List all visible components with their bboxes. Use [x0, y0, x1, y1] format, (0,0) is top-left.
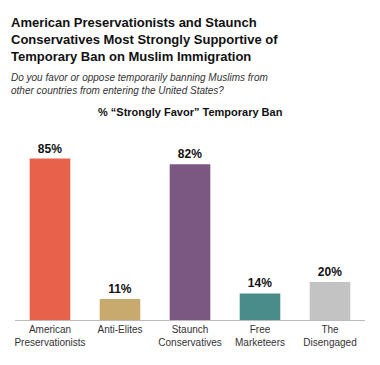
svg-text:AmericanPreservationists: AmericanPreservationists — [14, 324, 85, 348]
svg-text:FreeMarketeers: FreeMarketeers — [235, 324, 285, 348]
svg-text:% “Strongly Favor” Temporary B: % “Strongly Favor” Temporary Ban — [98, 106, 283, 118]
svg-text:14%: 14% — [248, 276, 272, 290]
svg-text:American Preservationists and: American Preservationists and StaunchCon… — [11, 15, 278, 64]
svg-text:82%: 82% — [178, 147, 202, 161]
svg-text:Anti-Elites: Anti-Elites — [97, 324, 142, 335]
svg-text:StaunchConservatives: StaunchConservatives — [158, 324, 221, 348]
svg-text:TheDisengaged: TheDisengaged — [303, 324, 356, 348]
svg-text:20%: 20% — [318, 265, 342, 279]
svg-text:85%: 85% — [38, 142, 62, 156]
svg-text:Do you favor or oppose tempora: Do you favor or oppose temporarily banni… — [11, 72, 268, 96]
svg-text:11%: 11% — [108, 282, 132, 296]
